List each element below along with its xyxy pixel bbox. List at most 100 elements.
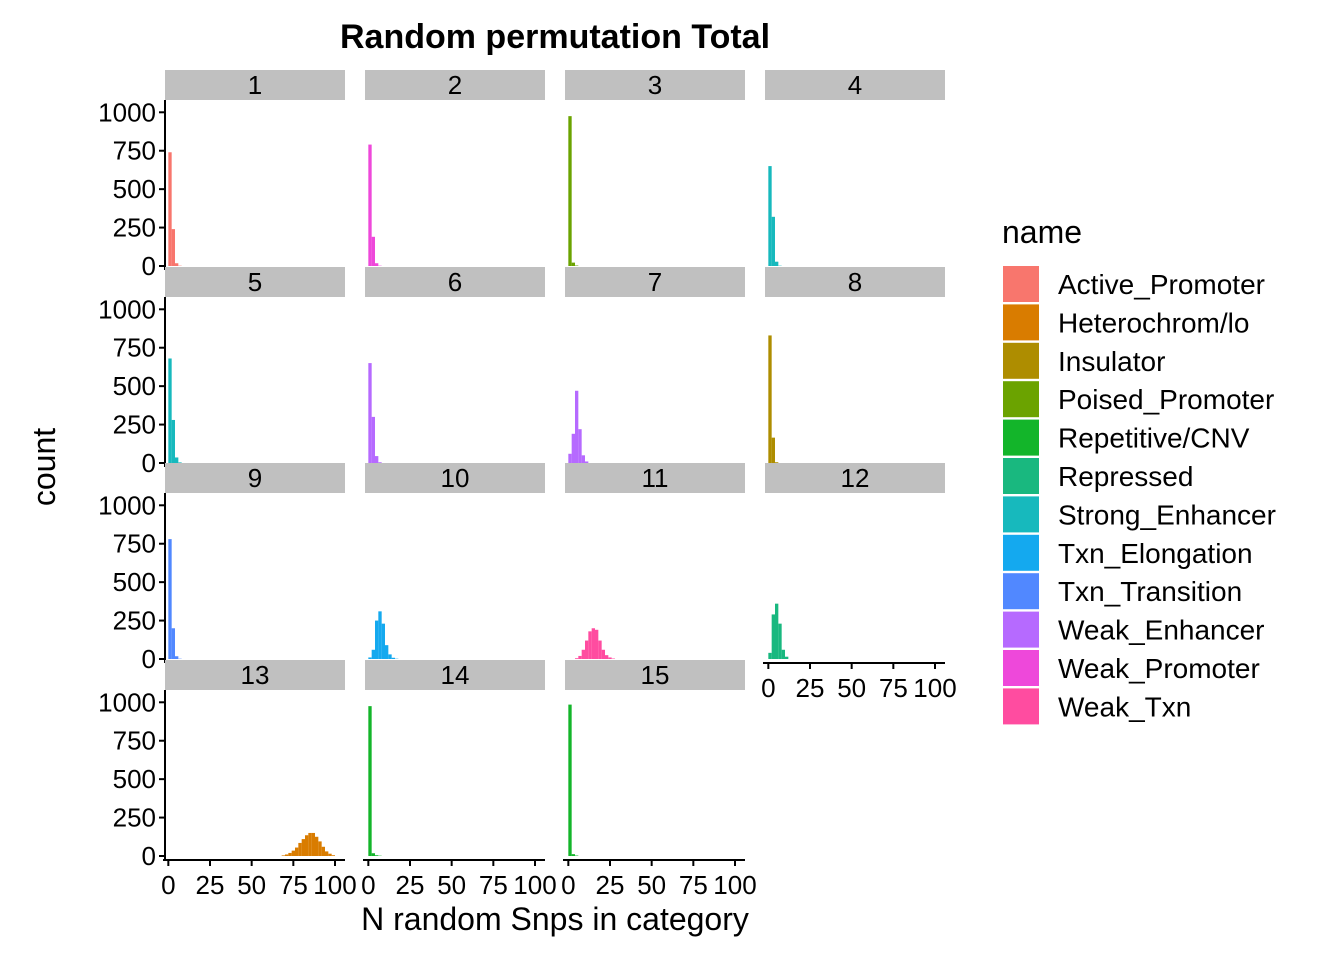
facet-strip [165,267,345,297]
y-tick-label: 1000 [98,97,156,127]
facet-strip [165,660,345,690]
facet-strip [565,267,745,297]
histogram-bar [585,640,589,659]
legend-label: Heterochrom/lo [1058,307,1249,338]
x-tick-label: 50 [437,870,466,900]
facet-strip-label: 11 [642,463,669,493]
histogram-bar [318,841,322,856]
legend-swatch [1003,458,1039,494]
facet-strip [765,463,945,493]
facet-strip-label: 7 [648,267,662,297]
legend-label: Weak_Promoter [1058,653,1260,684]
x-tick-label: 0 [161,870,175,900]
x-tick-label: 0 [361,870,375,900]
legend-swatch [1003,342,1039,379]
histogram-bar [375,263,379,266]
histogram-bar [581,649,585,659]
legend-label: Txn_Elongation [1058,538,1253,569]
y-tick-label: 0 [142,841,156,871]
histogram-bar [391,657,395,659]
facet-panel: 9 0 250 500 750 1000 [98,463,345,674]
histogram-bar [578,429,582,463]
histogram-bar [375,620,379,659]
facet-strip-label: 1 [248,70,262,100]
x-axis-title: N random Snps in category [361,901,749,937]
facet-strip [365,267,545,297]
histogram-bar [571,854,575,856]
facet-panel: 2 [365,70,545,266]
histogram-bar [175,656,179,659]
histogram-bar [588,631,592,659]
y-tick-label: 0 [142,251,156,281]
histogram-bar [571,262,575,266]
y-tick-label: 750 [113,726,156,756]
histogram-bar [368,363,372,463]
y-tick-label: 250 [113,410,156,440]
facet-panel: 6 [365,267,545,463]
y-tick-label: 250 [113,213,156,243]
histogram-bar [578,655,582,659]
legend-label: Weak_Txn [1058,691,1191,722]
y-tick-label: 500 [113,764,156,794]
histogram-bar [575,658,579,659]
histogram-bar [581,455,585,463]
facet-strip [365,660,545,690]
histogram-bar [311,832,315,856]
histogram-bar [571,433,575,463]
legend-item: Weak_Enhancer [1003,611,1265,648]
facet-panel: 5 0 250 500 750 1000 [98,267,345,478]
facet-panel: 8 [765,267,945,463]
x-tick-label: 25 [396,870,425,900]
histogram-bar [568,453,572,463]
facet-strip-label: 10 [441,463,470,493]
histogram-bar [768,166,772,266]
y-axis-title: count [26,428,62,506]
histogram-bar [608,657,612,659]
legend-label: Active_Promoter [1058,269,1265,300]
x-tick-label: 0 [561,870,575,900]
histogram-bar [168,539,172,659]
y-tick-label: 250 [113,606,156,636]
histogram-bar [785,656,789,659]
facet-panel: 13 0 250 500 750 1000 0 25 50 75 100 [98,660,357,900]
legend-swatch [1003,611,1039,648]
histogram-bar [375,855,379,856]
facet-panel: 7 [565,267,745,463]
histogram-bar [771,437,775,463]
y-tick-label: 0 [142,644,156,674]
facet-strip [365,70,545,100]
histogram-bar [371,853,375,856]
histogram-bar [325,851,329,856]
histogram-bar [305,835,309,856]
legend-item: Poised_Promoter [1003,381,1274,418]
legend-title: name [1002,214,1082,250]
histogram-bar [321,846,325,856]
legend-label: Poised_Promoter [1058,384,1274,415]
facet-panel: 10 [365,463,545,659]
facet-strip-label: 14 [441,660,470,690]
x-tick-label: 75 [879,673,908,703]
histogram-bar [328,853,332,856]
histogram-bar [775,261,779,266]
histogram-bar [775,603,779,659]
facet-panel: 12 0 25 50 75 100 [761,463,957,703]
histogram-bar [171,419,175,463]
legend-item: Weak_Txn [1003,688,1191,725]
x-tick-label: 100 [713,870,756,900]
y-tick-label: 750 [113,529,156,559]
facet-panel: 14 0 25 50 75 100 [361,660,557,900]
facet-strip [565,660,745,690]
facet-strip [765,70,945,100]
facet-strip [565,70,745,100]
histogram-bar [171,229,175,266]
histogram-bar [281,855,285,856]
facet-strip-label: 12 [841,463,870,493]
facet-strip-label: 13 [241,660,270,690]
legend-entries: Active_Promoter Heterochrom/lo Insulator Po… [1003,266,1276,725]
histogram-bar [385,645,389,659]
histogram-bar [568,116,572,266]
histogram-bar [388,654,392,659]
facet-strip [165,70,345,100]
y-tick-label: 0 [142,448,156,478]
